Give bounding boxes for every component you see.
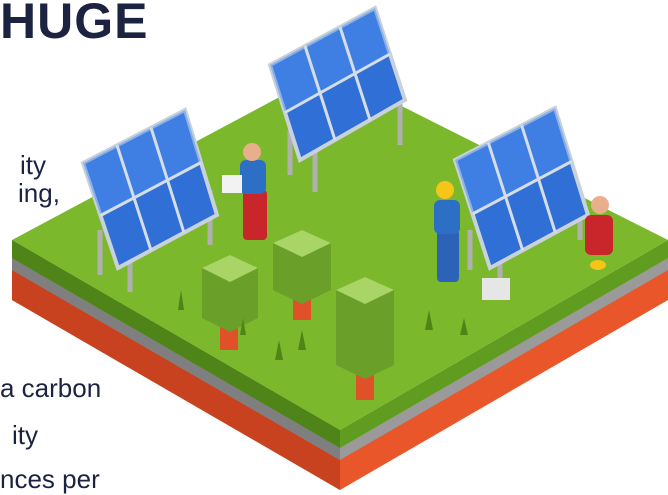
workers-part <box>434 200 460 234</box>
workers-part <box>482 278 510 300</box>
workers-part <box>436 181 454 199</box>
page: HUGE ity ing, a carbon ity nces per <box>0 0 668 495</box>
illustration <box>0 0 668 495</box>
workers-part <box>437 230 459 282</box>
workers-part <box>240 160 266 194</box>
workers-part <box>590 260 606 270</box>
workers-part <box>243 190 267 240</box>
workers-part <box>243 143 261 161</box>
workers-part <box>591 196 609 214</box>
workers-part <box>222 175 242 193</box>
workers-part <box>585 215 613 255</box>
